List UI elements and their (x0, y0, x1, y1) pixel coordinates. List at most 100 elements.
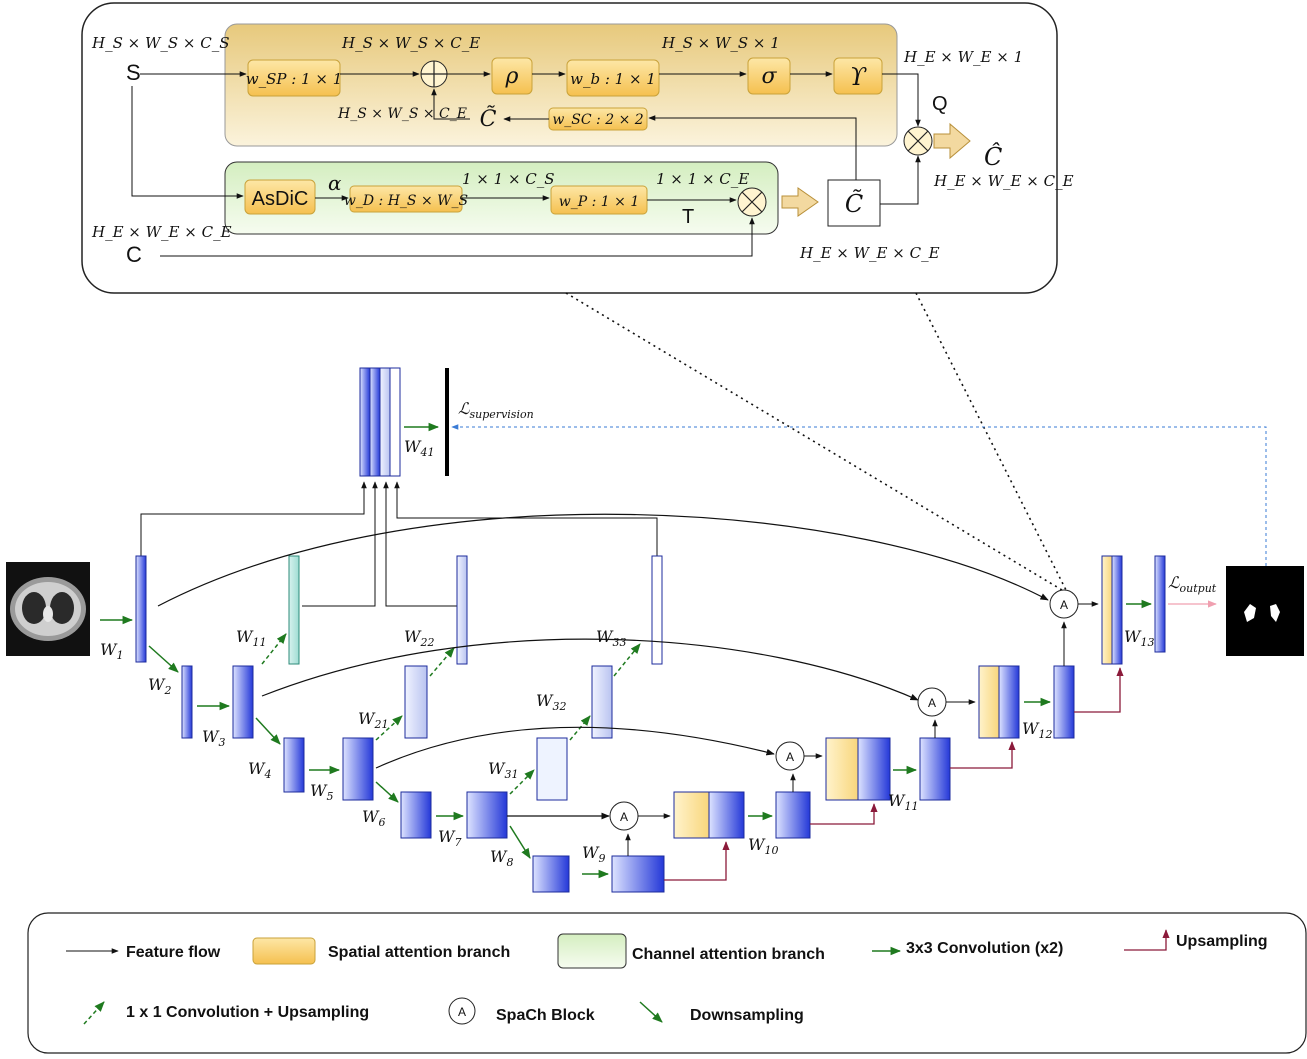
decoder-block-10 (775, 791, 811, 839)
spach-block-icon: A (609, 801, 639, 831)
w5-label: W5 (310, 781, 333, 803)
c-tilde-box (827, 179, 881, 227)
hollow-arrow-icon (781, 187, 819, 217)
decoder-block-12 (1053, 665, 1075, 739)
w4-label: W4 (248, 759, 271, 781)
w-p-label: w_P : 1 × 1 (559, 194, 639, 210)
w-d-label: w_D : H_S × W_S (344, 193, 468, 209)
legend-spatial: Spatial attention branch (328, 944, 510, 961)
encoder-block-1 (135, 555, 147, 663)
spatial-attention-branch (224, 23, 898, 147)
supervision-feature-map (379, 367, 391, 477)
legend-conv1: 1 x 1 Convolution + Upsampling (126, 1004, 369, 1021)
legend-spach: SpaCh Block (496, 1007, 595, 1024)
encoder-block-5 (342, 737, 374, 801)
w11-decoder-label: W11 (888, 791, 918, 813)
c-tilde-small-label: C̃ (480, 106, 497, 132)
w11-label: W11 (236, 627, 266, 649)
legend-channel: Channel attention branch (632, 946, 825, 963)
legend-spatial-swatch (252, 937, 316, 965)
q-label: Q (932, 93, 948, 115)
legend-upsampling: Upsampling (1176, 933, 1268, 950)
encoder-block-6 (400, 791, 432, 839)
nested-block-33 (651, 555, 663, 665)
decoder-block-11 (919, 737, 951, 801)
segmentation-output-image (1226, 566, 1304, 656)
w1-label: W1 (100, 640, 123, 662)
w12-label: W12 (1022, 719, 1052, 741)
w21-label: W21 (358, 709, 388, 731)
ct-scan-input-image (6, 562, 90, 656)
w31-label: W31 (488, 759, 518, 781)
d-dims-label: 1 × 1 × C_S (462, 170, 555, 188)
encoder-block-3 (232, 665, 254, 739)
spach-block-icon: A (1049, 589, 1079, 619)
w2-label: W2 (148, 675, 171, 697)
w8-label: W8 (490, 847, 513, 869)
s-input-label: S (126, 60, 141, 85)
hollow-arrow-icon (933, 122, 971, 160)
nested-block-11 (288, 555, 300, 665)
legend-downsampling: Downsampling (690, 1007, 804, 1024)
encoder-block-9 (611, 855, 665, 893)
asdic-label: AsDiC (252, 188, 309, 210)
encoder-block-7 (466, 791, 508, 839)
alpha-label: α (328, 171, 342, 195)
w6-label: W6 (362, 807, 385, 829)
w41-label: W41 (404, 437, 434, 459)
ups-dims-label: H_E × W_E × 1 (903, 48, 1023, 66)
rho-box (491, 57, 533, 95)
c-tilde-box-dims: H_E × W_E × C_E (799, 244, 940, 262)
encoder-block-4 (283, 737, 305, 793)
nested-block-31 (536, 737, 568, 801)
w-sp-label: w_SP : 1 × 1 (246, 70, 343, 88)
w3-label: W3 (202, 727, 225, 749)
supervision-feature-map (359, 367, 371, 477)
b-dims-label: H_S × W_S × 1 (661, 34, 780, 52)
w33-label: W33 (596, 627, 626, 649)
t-label: T (682, 206, 694, 228)
encoder-block-2 (181, 665, 193, 739)
spach-block-icon: A (917, 687, 947, 717)
supervision-feature-map (369, 367, 381, 477)
rho-label: ρ (505, 64, 519, 89)
c-tilde-left-dims: H_S × W_S × C_E (337, 106, 467, 122)
asdic-box (244, 179, 316, 215)
svg-text:A: A (928, 696, 936, 710)
w7-label: W7 (438, 827, 461, 849)
svg-text:A: A (786, 750, 794, 764)
supervision-feature-map (389, 367, 401, 477)
w32-label: W32 (536, 691, 566, 713)
nested-block-32 (591, 665, 613, 739)
spach-block-icon: A (775, 741, 805, 771)
c-input-label: C (126, 242, 142, 267)
w-sp-box (247, 59, 341, 97)
l-output-label: ℒoutput (1168, 573, 1217, 595)
decoder-block-13 (1154, 555, 1166, 653)
c-hat-label: Ĉ (984, 142, 1002, 171)
upsilon-box (833, 57, 883, 95)
s-dims-label: H_S × W_S × C_S (91, 34, 230, 52)
w10-label: W10 (748, 835, 778, 857)
legend-conv3: 3x3 Convolution (x2) (906, 940, 1063, 957)
nested-block-21 (404, 665, 428, 739)
w9-label: W9 (582, 843, 605, 865)
w-b-box (566, 59, 660, 97)
l-supervision-label: ℒsupervision (458, 399, 534, 421)
w13-label: W13 (1124, 627, 1154, 649)
upsilon-label: ϒ (850, 63, 867, 91)
svg-text:A: A (620, 810, 628, 824)
legend-feature-flow: Feature flow (126, 944, 221, 961)
svg-text:A: A (1060, 598, 1068, 612)
c-tilde-box-label: C̃ (845, 190, 863, 218)
encoder-block-8 (532, 855, 570, 893)
plus-dims-label: H_S × W_S × C_E (341, 34, 480, 52)
w-sc-label: w_SC : 2 × 2 (552, 112, 643, 128)
nested-block-22 (456, 555, 468, 665)
sigma-label: σ (761, 64, 777, 89)
p-dims-label: 1 × 1 × C_E (656, 170, 749, 188)
legend-channel-swatch (557, 933, 627, 969)
w-d-box (349, 185, 463, 213)
legend-panel (27, 912, 1307, 1054)
